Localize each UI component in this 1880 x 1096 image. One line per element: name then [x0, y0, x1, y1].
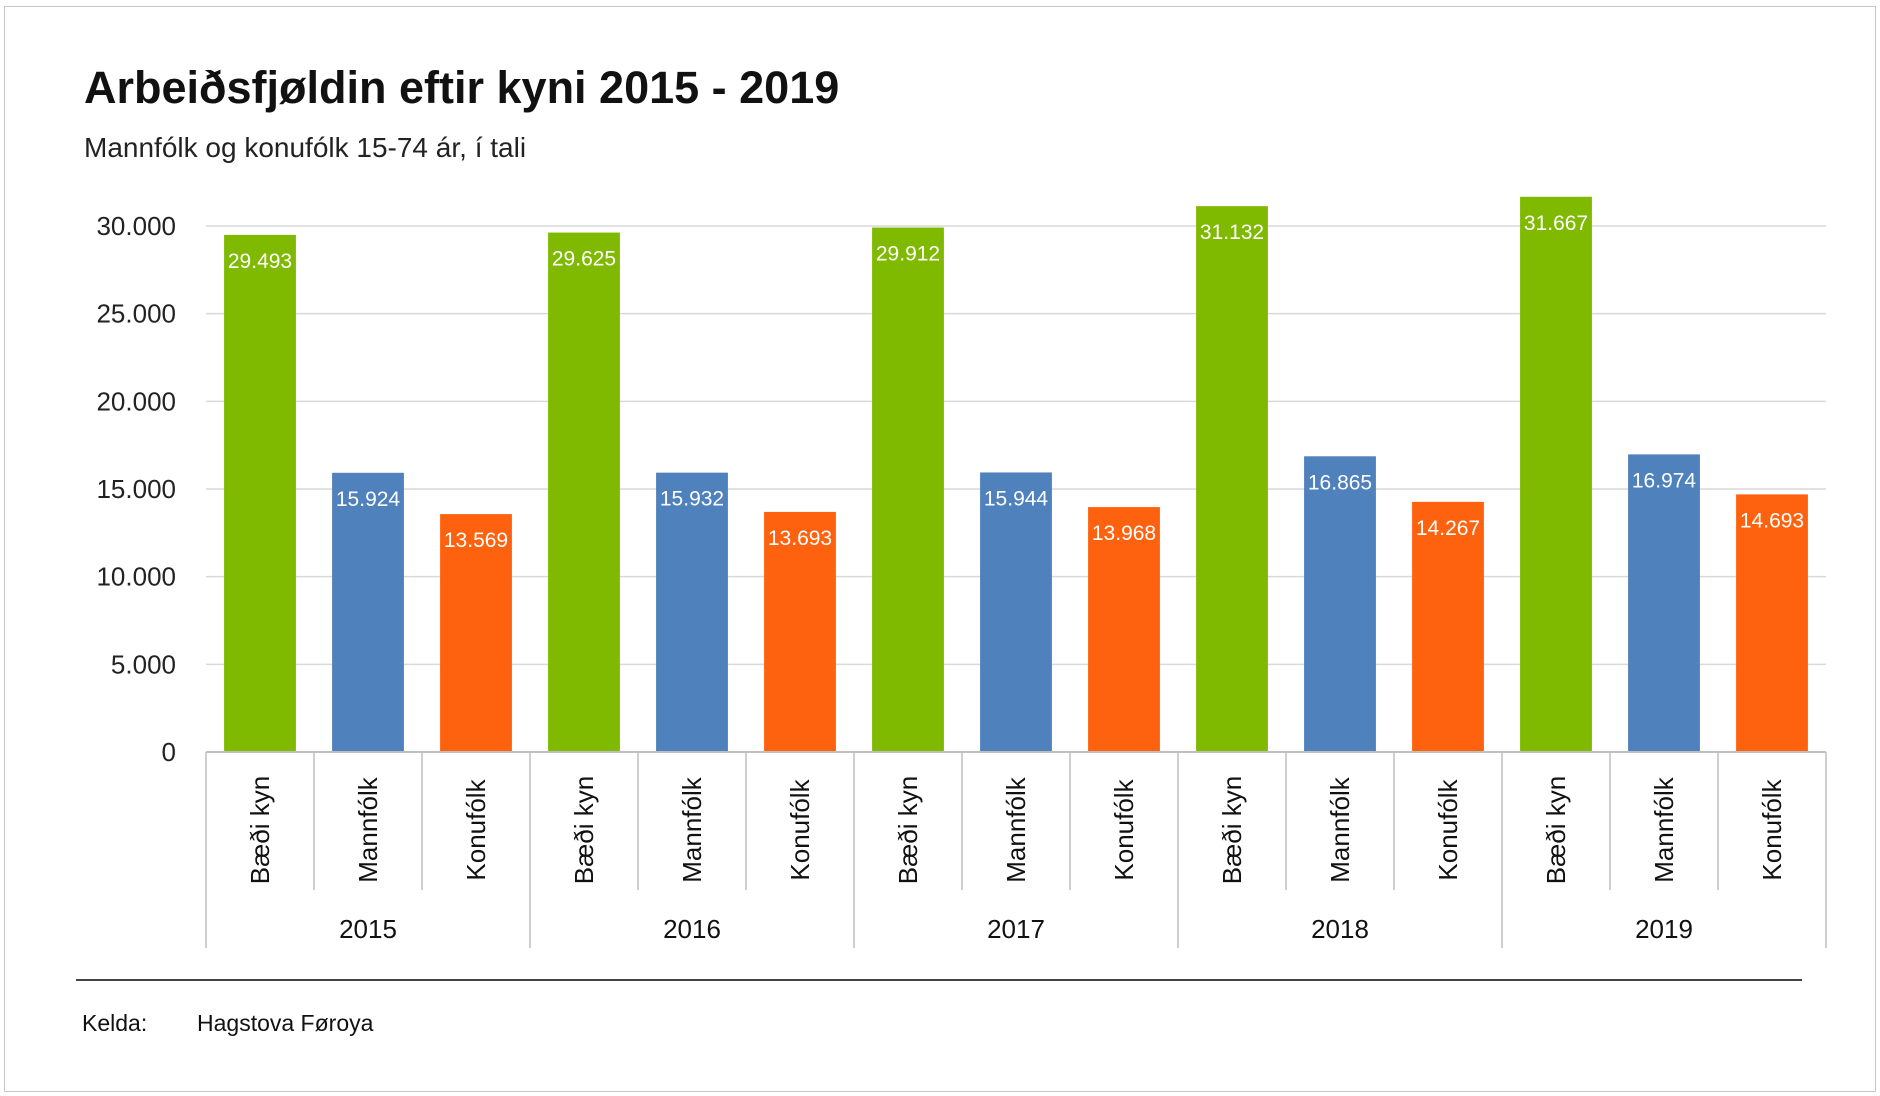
bar-konu-2016 [764, 511, 836, 752]
category-label: Bæði kyn [569, 776, 599, 884]
bar-baedi-2018 [1196, 206, 1268, 752]
category-label: Konufólk [785, 778, 815, 880]
bar-konu-2018 [1412, 501, 1484, 752]
bar-baedi-2016 [548, 232, 620, 752]
data-label: 31.132 [1200, 221, 1264, 244]
data-label: 15.944 [984, 487, 1049, 510]
data-label: 29.625 [552, 248, 616, 271]
y-tick-label: 30.000 [96, 211, 176, 241]
bar-konu-2019 [1736, 494, 1808, 752]
category-label: Konufólk [1433, 778, 1463, 880]
year-label: 2018 [1311, 914, 1369, 944]
category-label: Bæði kyn [1541, 776, 1571, 884]
category-label: Bæði kyn [893, 776, 923, 884]
category-label: Mannfólk [1001, 776, 1031, 882]
data-label: 13.968 [1092, 522, 1156, 545]
category-label: Mannfólk [1649, 776, 1679, 882]
y-tick-label: 15.000 [96, 474, 176, 504]
y-tick-label: 25.000 [96, 299, 176, 329]
y-tick-label: 10.000 [96, 562, 176, 592]
data-label: 13.569 [444, 529, 508, 552]
year-label: 2016 [663, 914, 721, 944]
year-label: 2017 [987, 914, 1045, 944]
bar-mann-2018 [1304, 456, 1376, 752]
bar-mann-2016 [656, 472, 728, 752]
category-label: Konufólk [461, 778, 491, 880]
data-label: 13.693 [768, 527, 832, 550]
chart-title: Arbeiðsfjøldin eftir kyni 2015 - 2019 [84, 62, 840, 113]
y-tick-label: 0 [162, 737, 176, 767]
bar-baedi-2017 [872, 227, 944, 752]
category-label: Mannfólk [1325, 776, 1355, 882]
y-tick-label: 5.000 [111, 649, 176, 679]
source-value: Hagstova Føroya [197, 1010, 374, 1036]
bar-mann-2015 [332, 472, 404, 752]
data-label: 15.932 [660, 488, 724, 511]
bar-mann-2019 [1628, 454, 1700, 752]
data-label: 16.974 [1632, 469, 1697, 492]
source-label: Kelda: [82, 1010, 148, 1036]
bar-chart: 0 5.000 10.000 15.000 20.000 25.000 30.000 29.4… [96, 196, 1827, 948]
bar-mann-2017 [980, 472, 1052, 752]
y-tick-label: 20.000 [96, 386, 176, 416]
chart-frame [4, 6, 1876, 1092]
data-label: 15.924 [336, 488, 401, 511]
data-label: 14.693 [1740, 509, 1804, 532]
data-label: 16.865 [1308, 471, 1372, 494]
category-label: Bæði kyn [1217, 776, 1247, 884]
year-label: 2019 [1635, 914, 1693, 944]
category-label: Mannfólk [677, 776, 707, 882]
bar-baedi-2015 [224, 234, 296, 752]
category-label: Bæði kyn [245, 776, 275, 884]
category-label: Konufólk [1757, 778, 1787, 880]
footer-divider [76, 979, 1802, 981]
bar-baedi-2019 [1520, 196, 1592, 753]
year-label: 2015 [339, 914, 397, 944]
category-label: Konufólk [1109, 778, 1139, 880]
data-label: 14.267 [1416, 517, 1480, 540]
bar-konu-2015 [440, 514, 512, 752]
data-label: 29.493 [228, 250, 292, 273]
data-label: 29.912 [876, 243, 940, 266]
data-label: 31.667 [1524, 212, 1588, 235]
category-label: Mannfólk [353, 776, 383, 882]
chart-subtitle: Mannfólk og konufólk 15-74 ár, í tali [84, 132, 527, 163]
bar-konu-2017 [1088, 507, 1160, 752]
